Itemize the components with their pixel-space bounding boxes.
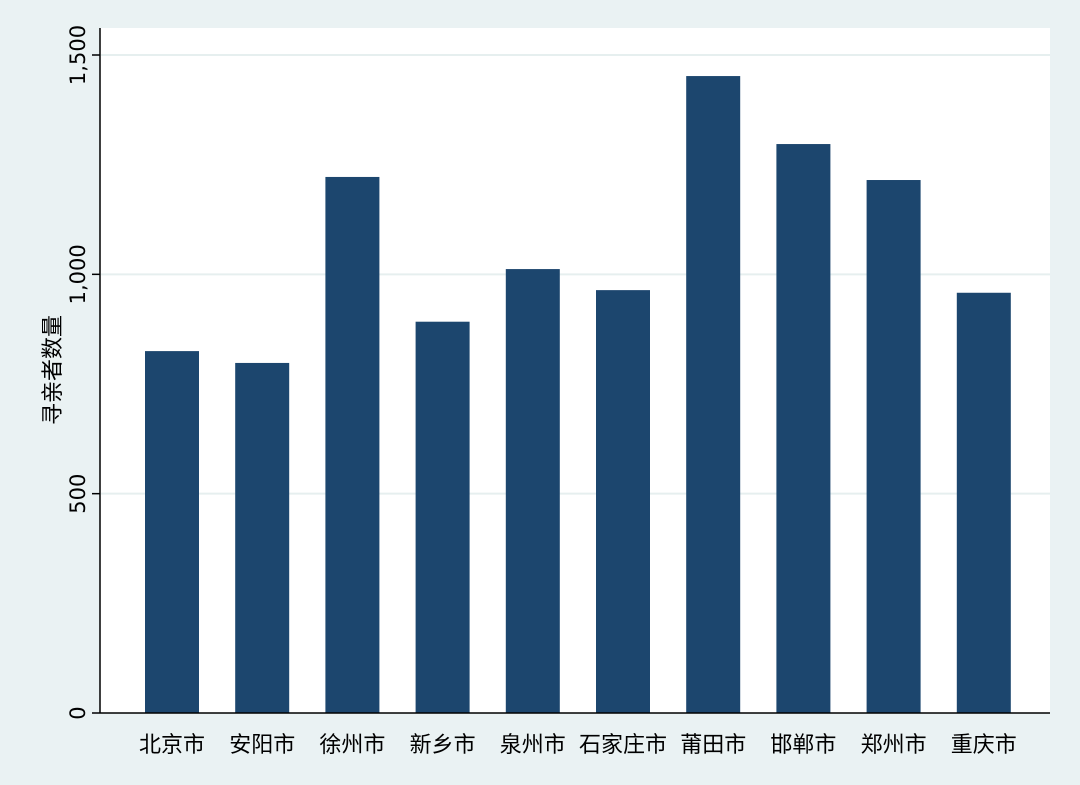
bar-10 xyxy=(956,292,1011,713)
bar-6 xyxy=(596,290,650,713)
x-tick-label: 邯郸市 xyxy=(770,733,836,758)
bar-2 xyxy=(235,362,290,713)
bar-5 xyxy=(505,269,560,713)
bar-4 xyxy=(415,321,470,713)
y-tick-label: 1,500 xyxy=(66,25,90,85)
bar-9 xyxy=(866,180,921,713)
x-tick-label: 郑州市 xyxy=(861,733,927,758)
bars xyxy=(145,76,1011,714)
bar-8 xyxy=(776,144,831,714)
axes xyxy=(99,28,1050,714)
x-tick-label: 石家庄市 xyxy=(579,733,667,758)
x-tick-label: 新乡市 xyxy=(410,733,476,758)
y-tick-label: 500 xyxy=(66,474,90,514)
x-tick-label: 重庆市 xyxy=(951,733,1017,758)
x-tick-label: 安阳市 xyxy=(229,733,295,758)
y-tick-label: 1,000 xyxy=(66,244,90,304)
y-tick-label: 0 xyxy=(66,706,90,719)
x-category-labels: 北京市 安阳市 徐州市 新乡市 泉州市 石家庄市 莆田市 邯郸市 郑州市 重庆市 xyxy=(139,733,1017,758)
y-ticks: 0 500 1,000 1,500 xyxy=(66,25,100,720)
x-tick-label: 莆田市 xyxy=(680,733,746,758)
bar-3 xyxy=(325,176,380,713)
bar-7 xyxy=(686,76,741,713)
x-tick-label: 泉州市 xyxy=(500,733,566,758)
x-tick-label: 徐州市 xyxy=(319,733,385,758)
bar-1 xyxy=(145,351,199,713)
y-axis-title: 寻亲者数量 xyxy=(41,315,66,425)
x-tick-label: 北京市 xyxy=(139,733,205,758)
